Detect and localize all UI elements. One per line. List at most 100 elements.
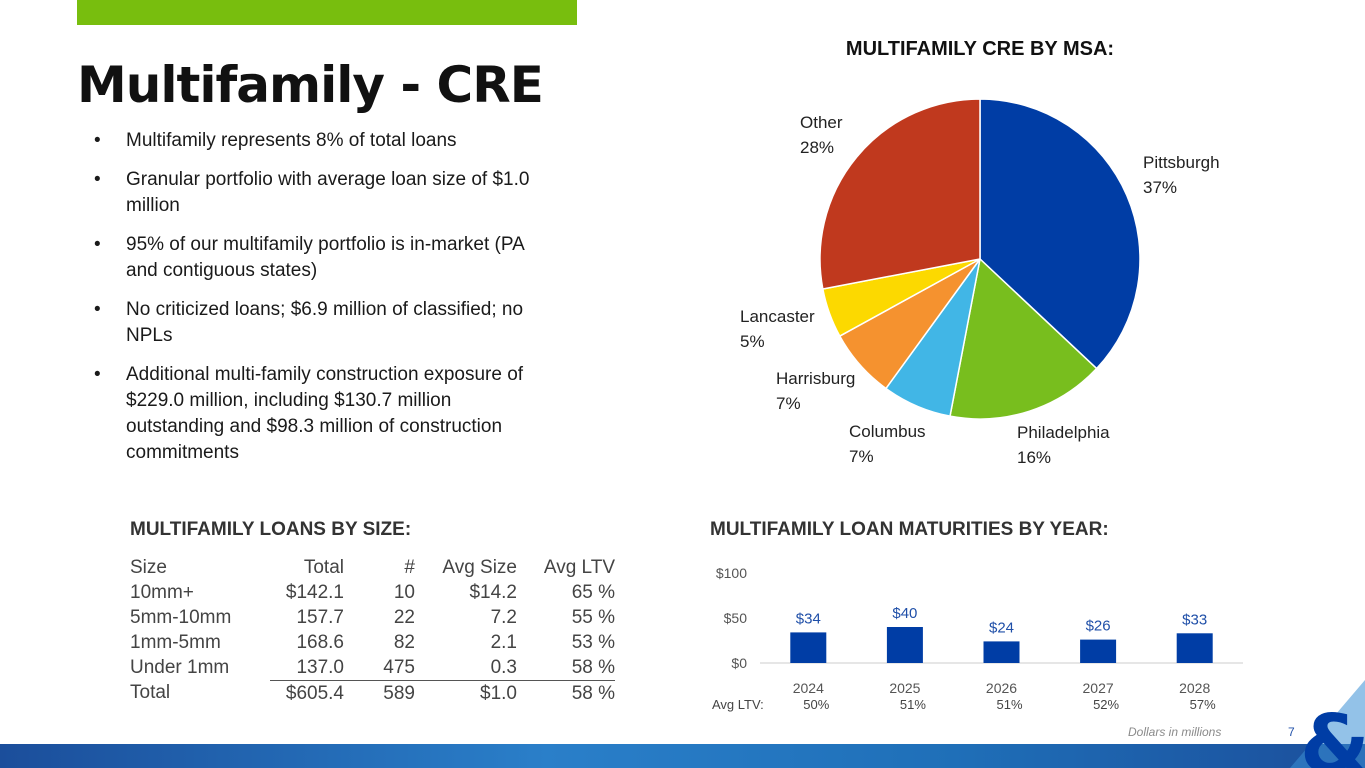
table-total-row: Total $605.4 589 $1.0 58 % [128, 680, 615, 706]
pie-label-lancaster: Lancaster [740, 307, 815, 326]
pie-slice-philadelphia [949, 257, 1098, 420]
ltv-value: 51% [900, 697, 926, 712]
bar-value-label: $34 [796, 610, 821, 627]
header-avg-size: Avg Size [442, 556, 517, 578]
cell-size: 10mm+ [130, 581, 194, 603]
y-tick-label: $100 [716, 565, 747, 581]
cell-count: 82 [393, 631, 415, 653]
bullet-dot: • [94, 299, 101, 320]
ltv-value: 51% [996, 697, 1022, 712]
y-tick-label: $0 [731, 655, 747, 671]
pie-pct-lancaster: 5% [740, 332, 765, 351]
bar-2026 [983, 641, 1020, 663]
bullet-text: No criticized loans; $6.9 million of cla… [126, 299, 524, 346]
cell-avg-ltv: 65 % [571, 581, 615, 603]
table-row: 10mm+ $142.1 10 $14.2 65 % [128, 580, 615, 605]
bullet-text: Additional multi-family construction exp… [126, 364, 524, 463]
bar-2027 [1080, 639, 1117, 663]
cell-avg-ltv: 53 % [571, 631, 615, 653]
bar-value-label: $26 [1086, 618, 1111, 635]
size-table-title: MULTIFAMILY LOANS BY SIZE: [130, 519, 412, 540]
x-tick-label: 2025 [889, 680, 920, 696]
cell-size: 1mm-5mm [130, 631, 221, 653]
pie-slice-pittsburgh [979, 98, 1141, 370]
pie-pct-other: 28% [800, 138, 834, 157]
cell-size: Total [130, 682, 171, 704]
cell-count: 589 [344, 680, 415, 706]
bullet-text: Multifamily represents 8% of total loans [126, 130, 457, 151]
header-size: Size [130, 556, 167, 578]
pie-pct-pittsburgh: 37% [1143, 178, 1177, 197]
y-tick-label: $50 [724, 610, 748, 626]
x-tick-label: 2028 [1179, 680, 1210, 696]
page-number: 7 [1288, 725, 1295, 739]
x-tick-label: 2027 [1083, 680, 1114, 696]
ltv-value: 50% [803, 697, 829, 712]
cell-avg-size: 0.3 [490, 656, 517, 678]
pie-slice-other [819, 98, 981, 290]
cell-total: 137.0 [296, 656, 344, 678]
bar-value-label: $40 [892, 605, 917, 622]
ltv-value: 57% [1190, 697, 1216, 712]
bullet-dot: • [94, 364, 101, 385]
header-total: Total [303, 556, 344, 578]
footer-band [0, 744, 1365, 768]
maturities-chart-title: MULTIFAMILY LOAN MATURITIES BY YEAR: [710, 519, 1109, 540]
pie-label-harrisburg: Harrisburg [776, 369, 855, 388]
cell-avg-size: $1.0 [415, 680, 517, 706]
bullet-item: • Granular portfolio with average loan si… [94, 167, 534, 219]
x-tick-label: 2026 [986, 680, 1017, 696]
bullet-dot: • [94, 169, 101, 190]
bar-value-label: $24 [989, 619, 1014, 636]
table-row: Under 1mm 137.0 475 0.3 58 % [128, 655, 615, 681]
table-row: 5mm-10mm 157.7 22 7.2 55 % [128, 605, 615, 630]
bar-2025 [886, 627, 923, 663]
pie-chart-title: MULTIFAMILY CRE BY MSA: [845, 38, 1115, 60]
ltv-label: Avg LTV: [712, 697, 764, 712]
pie-label-columbus: Columbus [849, 422, 926, 441]
cell-total: 168.6 [296, 631, 344, 653]
bullet-dot: • [94, 130, 101, 151]
page-title: Multifamily - CRE [77, 56, 544, 114]
footnote: Dollars in millions [1128, 725, 1222, 739]
cell-size: 5mm-10mm [130, 606, 232, 628]
cell-count: 22 [393, 606, 415, 628]
header-count: # [404, 556, 415, 578]
cell-avg-ltv: 58 % [517, 680, 615, 706]
cell-avg-ltv: 58 % [571, 656, 615, 678]
cell-count: 475 [383, 656, 415, 678]
bar-2028 [1176, 633, 1213, 663]
pie-pct-philadelphia: 16% [1017, 448, 1051, 467]
pie-label-other: Other [800, 113, 843, 132]
bullet-text: 95% of our multifamily portfolio is in-m… [126, 234, 524, 281]
bullet-list: • Multifamily represents 8% of total loan… [94, 128, 534, 479]
pie-pct-harrisburg: 7% [776, 394, 801, 413]
bullet-item: • No criticized loans; $6.9 million of cl… [94, 297, 534, 349]
cell-size: Under 1mm [130, 656, 230, 678]
cell-avg-size: 2.1 [490, 631, 517, 653]
bullet-item: • Additional multi-family construction ex… [94, 362, 534, 466]
table-header-row: Size Total # Avg Size Avg LTV [128, 555, 615, 580]
header-avg-ltv: Avg LTV [543, 556, 615, 578]
cell-avg-size: 7.2 [490, 606, 517, 628]
ltv-value: 52% [1093, 697, 1119, 712]
pie-pct-columbus: 7% [849, 447, 874, 466]
bullet-item: • Multifamily represents 8% of total loan… [94, 128, 534, 154]
cell-total: $605.4 [270, 680, 344, 706]
bar-2024 [790, 632, 827, 663]
cell-total: $142.1 [285, 581, 344, 603]
pie-label-philadelphia: Philadelphia [1017, 423, 1110, 442]
cell-avg-ltv: 55 % [571, 606, 615, 628]
bullet-item: • 95% of our multifamily portfolio is in-… [94, 232, 534, 284]
cell-count: 10 [393, 581, 415, 603]
table-row: 1mm-5mm 168.6 82 2.1 53 % [128, 630, 615, 655]
cell-avg-size: $14.2 [469, 581, 517, 603]
cell-total: 157.7 [296, 606, 344, 628]
x-tick-label: 2024 [793, 680, 824, 696]
bullet-text: Granular portfolio with average loan siz… [126, 169, 530, 216]
pie-label-pittsburgh: Pittsburgh [1143, 153, 1220, 172]
accent-bar [77, 0, 577, 25]
msa-pie-chart: Pittsburgh 37% Philadelphia 16% Columbus 7% Ha… [740, 98, 1220, 467]
bullet-dot: • [94, 234, 101, 255]
loans-by-size-table: Size Total # Avg Size Avg LTV 10mm+ $142… [128, 555, 615, 706]
